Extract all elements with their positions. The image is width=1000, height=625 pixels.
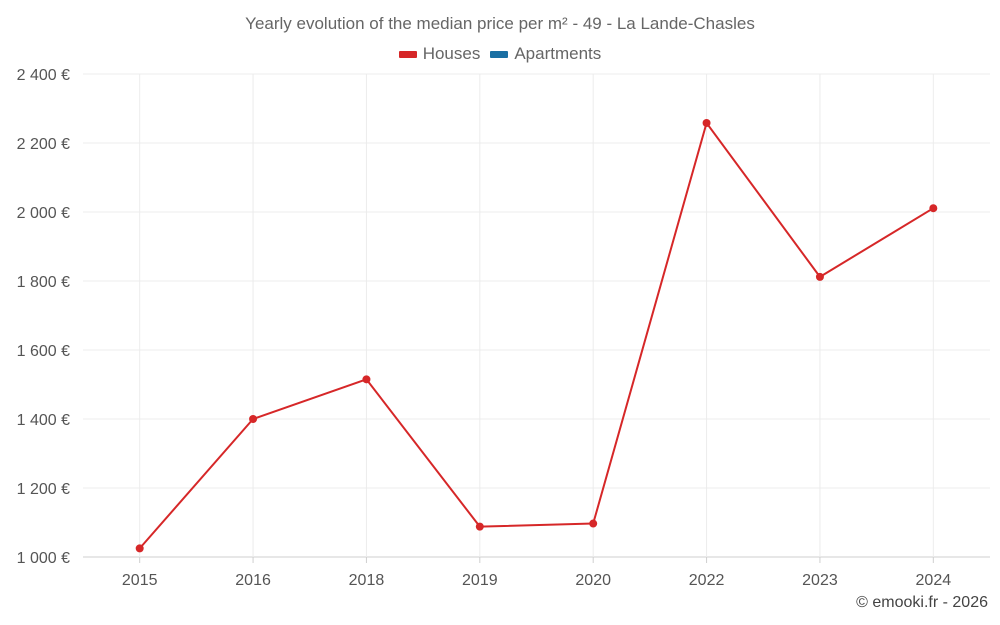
y-tick-label: 1 000 € xyxy=(17,550,70,567)
legend: Houses Apartments xyxy=(0,44,1000,64)
data-point-2023[interactable] xyxy=(815,272,824,281)
y-tick-label: 2 400 € xyxy=(17,67,70,84)
x-tick-label: 2020 xyxy=(575,572,611,589)
y-tick-label: 1 600 € xyxy=(17,343,70,360)
legend-label-apartments: Apartments xyxy=(514,44,602,63)
x-tick-label: 2018 xyxy=(349,572,385,589)
y-tick-label: 1 400 € xyxy=(17,412,70,429)
x-tick-label: 2023 xyxy=(802,572,838,589)
series-line-houses xyxy=(138,121,934,550)
data-point-2018[interactable] xyxy=(362,375,371,384)
data-point-2024[interactable] xyxy=(929,204,938,213)
x-tick-label: 2024 xyxy=(916,572,952,589)
legend-label-houses: Houses xyxy=(422,44,481,63)
data-point-2015[interactable] xyxy=(135,544,144,553)
legend-swatch-apartments xyxy=(490,50,509,58)
y-tick-label: 2 000 € xyxy=(17,205,70,222)
legend-item-houses[interactable]: Houses xyxy=(398,44,481,64)
x-tick-label: 2019 xyxy=(462,572,498,589)
x-tick-label: 2022 xyxy=(689,572,725,589)
data-point-2019[interactable] xyxy=(475,522,484,531)
copyright-credit: © emooki.fr - 2026 xyxy=(856,594,988,611)
data-point-2016[interactable] xyxy=(249,415,258,423)
x-tick-label: 2015 xyxy=(122,572,158,589)
data-point-2022[interactable] xyxy=(702,118,711,127)
y-tick-label: 1 800 € xyxy=(17,274,70,291)
data-point-2020[interactable] xyxy=(589,519,598,528)
x-tick-label: 2016 xyxy=(235,572,271,589)
y-tick-label: 2 200 € xyxy=(17,136,70,153)
legend-swatch-houses xyxy=(398,50,417,58)
legend-item-apartments[interactable]: Apartments xyxy=(490,44,601,64)
y-tick-label: 1 200 € xyxy=(17,481,70,498)
chart-title: Yearly evolution of the median price per… xyxy=(245,14,755,33)
